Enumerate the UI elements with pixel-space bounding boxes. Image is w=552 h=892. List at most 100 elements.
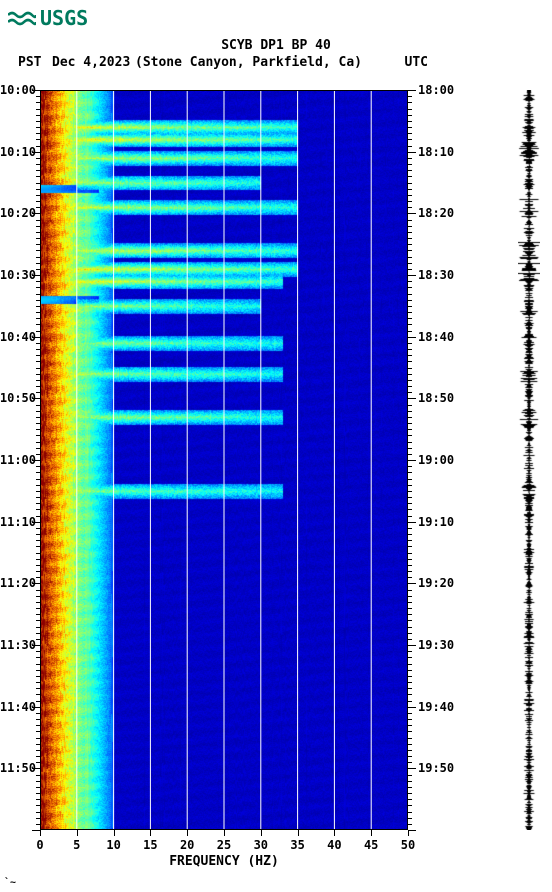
y-minor-tick <box>408 670 412 671</box>
y-minor-tick <box>36 139 40 140</box>
y-minor-tick <box>408 479 412 480</box>
y-tick-left: 10:10 <box>0 145 36 159</box>
y-minor-tick <box>36 127 40 128</box>
y-minor-tick <box>36 109 40 110</box>
y-minor-tick <box>408 220 412 221</box>
date-label: Dec 4,2023 <box>52 55 130 70</box>
y-minor-tick <box>36 374 40 375</box>
y-minor-tick <box>36 349 40 350</box>
y-axis-right: 18:0018:1018:2018:3018:4018:5019:0019:10… <box>414 90 460 830</box>
y-minor-tick <box>36 762 40 763</box>
y-minor-tick <box>408 405 412 406</box>
y-tick-right: 18:40 <box>418 330 454 344</box>
y-minor-tick <box>36 559 40 560</box>
y-minor-tick <box>36 793 40 794</box>
y-minor-tick <box>36 602 40 603</box>
y-minor-tick <box>36 534 40 535</box>
y-minor-tick <box>32 275 40 276</box>
y-tick-left: 11:40 <box>0 700 36 714</box>
y-minor-tick <box>408 664 412 665</box>
y-minor-tick <box>408 509 412 510</box>
x-tick-label: 20 <box>180 838 194 852</box>
tz-left-label: PST <box>18 55 41 70</box>
y-minor-tick <box>408 497 412 498</box>
y-minor-tick <box>36 479 40 480</box>
y-minor-tick <box>408 238 412 239</box>
y-minor-tick <box>32 583 40 584</box>
y-minor-tick <box>36 96 40 97</box>
y-minor-tick <box>36 528 40 529</box>
y-minor-tick <box>408 423 412 424</box>
y-tick-right: 19:40 <box>418 700 454 714</box>
y-minor-tick <box>408 553 412 554</box>
y-minor-tick <box>408 590 412 591</box>
y-minor-tick <box>408 250 412 251</box>
y-minor-tick <box>408 633 412 634</box>
y-minor-tick <box>32 337 40 338</box>
y-tick-left: 10:40 <box>0 330 36 344</box>
y-minor-tick <box>36 300 40 301</box>
spectrogram-canvas <box>40 90 408 830</box>
y-minor-tick <box>408 540 412 541</box>
y-minor-tick <box>36 183 40 184</box>
y-minor-tick <box>36 688 40 689</box>
y-tick-right: 18:50 <box>418 391 454 405</box>
y-minor-tick <box>408 546 412 547</box>
y-minor-tick <box>36 306 40 307</box>
y-minor-tick <box>36 207 40 208</box>
x-tick <box>224 830 225 836</box>
y-minor-tick <box>36 627 40 628</box>
y-minor-tick <box>36 738 40 739</box>
y-minor-tick <box>36 472 40 473</box>
seismogram-canvas <box>518 90 540 830</box>
y-minor-tick <box>408 368 412 369</box>
y-minor-tick <box>408 781 412 782</box>
y-tick-left: 10:50 <box>0 391 36 405</box>
y-minor-tick <box>408 756 412 757</box>
y-minor-tick <box>408 195 412 196</box>
y-minor-tick <box>36 269 40 270</box>
y-minor-tick <box>408 374 412 375</box>
y-minor-tick <box>408 448 412 449</box>
y-minor-tick <box>36 701 40 702</box>
x-tick-label: 45 <box>364 838 378 852</box>
y-minor-tick <box>408 639 412 640</box>
y-minor-tick <box>32 768 40 769</box>
y-minor-tick <box>36 195 40 196</box>
y-minor-tick <box>408 793 412 794</box>
y-minor-tick <box>36 238 40 239</box>
y-minor-tick <box>408 90 416 91</box>
y-minor-tick <box>36 257 40 258</box>
y-minor-tick <box>36 497 40 498</box>
usgs-text: USGS <box>40 6 88 30</box>
y-minor-tick <box>408 614 412 615</box>
y-minor-tick <box>408 361 412 362</box>
y-minor-tick <box>408 491 412 492</box>
y-minor-tick <box>408 516 412 517</box>
y-minor-tick <box>408 824 412 825</box>
x-axis: FREQUENCY (HZ) 05101520253035404550 <box>40 830 408 870</box>
x-tick <box>187 830 188 836</box>
y-minor-tick <box>36 608 40 609</box>
y-minor-tick <box>408 460 416 461</box>
y-minor-tick <box>408 380 412 381</box>
x-tick <box>150 830 151 836</box>
y-minor-tick <box>408 596 412 597</box>
y-minor-tick <box>32 460 40 461</box>
y-minor-tick <box>408 226 412 227</box>
y-minor-tick <box>36 324 40 325</box>
y-minor-tick <box>36 491 40 492</box>
y-minor-tick <box>408 392 412 393</box>
y-minor-tick <box>408 158 412 159</box>
y-minor-tick <box>36 361 40 362</box>
y-minor-tick <box>408 651 412 652</box>
y-minor-tick <box>408 694 412 695</box>
y-minor-tick <box>36 164 40 165</box>
y-minor-tick <box>408 232 412 233</box>
y-minor-tick <box>408 139 412 140</box>
y-minor-tick <box>408 818 412 819</box>
y-minor-tick <box>408 565 412 566</box>
y-minor-tick <box>408 115 412 116</box>
y-minor-tick <box>32 830 40 831</box>
y-minor-tick <box>408 688 412 689</box>
